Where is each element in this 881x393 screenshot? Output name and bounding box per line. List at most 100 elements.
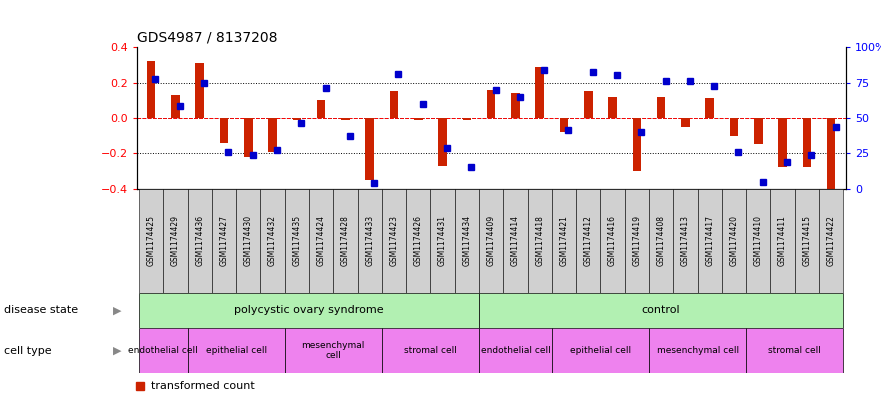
Bar: [503, 189, 528, 293]
Bar: [309, 189, 333, 293]
Text: GSM1174434: GSM1174434: [463, 215, 471, 266]
Bar: [625, 189, 649, 293]
Bar: [609, 97, 617, 118]
Bar: [406, 189, 431, 293]
Text: GSM1174432: GSM1174432: [268, 215, 277, 266]
Bar: [285, 189, 309, 293]
Text: endothelial cell: endothelial cell: [480, 346, 551, 355]
Bar: [633, 118, 641, 171]
Bar: [729, 118, 738, 136]
Bar: [479, 189, 503, 293]
Bar: [244, 118, 253, 157]
Bar: [559, 118, 568, 132]
Text: GSM1174428: GSM1174428: [341, 215, 350, 266]
Bar: [601, 189, 625, 293]
Text: GSM1174425: GSM1174425: [146, 215, 156, 266]
Bar: [771, 189, 795, 293]
Text: stromal cell: stromal cell: [768, 346, 821, 355]
Text: GSM1174420: GSM1174420: [729, 215, 738, 266]
Bar: [188, 328, 285, 373]
Text: mesenchymal cell: mesenchymal cell: [656, 346, 738, 355]
Bar: [649, 328, 746, 373]
Text: epithelial cell: epithelial cell: [205, 346, 267, 355]
Bar: [236, 189, 261, 293]
Bar: [681, 118, 690, 127]
Bar: [778, 118, 787, 167]
Text: GSM1174412: GSM1174412: [584, 215, 593, 266]
Bar: [487, 90, 495, 118]
Bar: [439, 118, 447, 165]
Bar: [455, 189, 479, 293]
Bar: [139, 328, 188, 373]
Text: GSM1174430: GSM1174430: [244, 215, 253, 266]
Text: GSM1174414: GSM1174414: [511, 215, 520, 266]
Bar: [139, 189, 163, 293]
Bar: [528, 189, 552, 293]
Bar: [552, 328, 649, 373]
Bar: [163, 189, 188, 293]
Text: control: control: [642, 305, 680, 316]
Bar: [795, 189, 819, 293]
Text: stromal cell: stromal cell: [404, 346, 457, 355]
Bar: [552, 189, 576, 293]
Text: GSM1174418: GSM1174418: [536, 215, 544, 266]
Bar: [754, 118, 763, 144]
Text: GSM1174413: GSM1174413: [681, 215, 690, 266]
Bar: [746, 328, 843, 373]
Text: endothelial cell: endothelial cell: [129, 346, 198, 355]
Bar: [698, 189, 722, 293]
Bar: [389, 91, 398, 118]
Bar: [479, 293, 843, 328]
Bar: [649, 189, 673, 293]
Text: GSM1174426: GSM1174426: [414, 215, 423, 266]
Bar: [317, 100, 325, 118]
Text: GSM1174411: GSM1174411: [778, 215, 787, 266]
Bar: [147, 61, 155, 118]
Bar: [746, 189, 771, 293]
Text: GSM1174423: GSM1174423: [389, 215, 398, 266]
Text: ▶: ▶: [113, 305, 122, 316]
Bar: [381, 189, 406, 293]
Text: cell type: cell type: [4, 346, 52, 356]
Bar: [341, 118, 350, 119]
Bar: [463, 118, 471, 119]
Text: GSM1174424: GSM1174424: [316, 215, 326, 266]
Bar: [657, 97, 665, 118]
Bar: [576, 189, 601, 293]
Bar: [536, 66, 544, 118]
Text: polycystic ovary syndrome: polycystic ovary syndrome: [234, 305, 384, 316]
Text: epithelial cell: epithelial cell: [570, 346, 631, 355]
Text: GSM1174436: GSM1174436: [196, 215, 204, 266]
Bar: [381, 328, 479, 373]
Text: GSM1174429: GSM1174429: [171, 215, 180, 266]
Text: ▶: ▶: [113, 346, 122, 356]
Bar: [269, 118, 277, 151]
Bar: [171, 95, 180, 118]
Bar: [414, 118, 423, 119]
Bar: [261, 189, 285, 293]
Bar: [827, 118, 835, 189]
Bar: [188, 189, 211, 293]
Text: GSM1174419: GSM1174419: [633, 215, 641, 266]
Bar: [285, 328, 381, 373]
Bar: [333, 189, 358, 293]
Text: GSM1174416: GSM1174416: [608, 215, 617, 266]
Bar: [358, 189, 381, 293]
Bar: [819, 189, 843, 293]
Bar: [292, 118, 301, 119]
Bar: [211, 189, 236, 293]
Bar: [139, 293, 479, 328]
Bar: [196, 63, 204, 118]
Text: GSM1174435: GSM1174435: [292, 215, 301, 266]
Bar: [584, 91, 593, 118]
Text: GDS4987 / 8137208: GDS4987 / 8137208: [137, 31, 277, 44]
Text: GSM1174427: GSM1174427: [219, 215, 228, 266]
Text: GSM1174431: GSM1174431: [438, 215, 447, 266]
Text: GSM1174422: GSM1174422: [826, 215, 836, 266]
Text: GSM1174421: GSM1174421: [559, 215, 568, 266]
Text: GSM1174417: GSM1174417: [706, 215, 714, 266]
Bar: [431, 189, 455, 293]
Text: GSM1174433: GSM1174433: [366, 215, 374, 266]
Text: GSM1174410: GSM1174410: [754, 215, 763, 266]
Bar: [722, 189, 746, 293]
